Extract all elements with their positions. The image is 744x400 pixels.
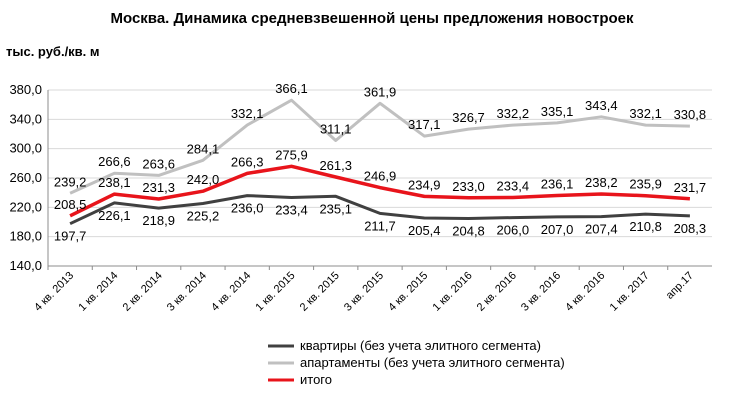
- x-tick-label: 2 кв. 2015: [298, 270, 342, 314]
- legend-label: апартаменты (без учета элитного сегмента…: [300, 355, 565, 370]
- data-label: 343,4: [585, 98, 618, 113]
- data-label: 332,1: [231, 106, 264, 121]
- x-tick-label: 4 кв. 2014: [209, 270, 253, 314]
- data-label: 317,1: [408, 117, 441, 132]
- y-tick-label: 340,0: [9, 111, 42, 126]
- series-lines: [69, 98, 691, 226]
- data-label: 238,2: [585, 175, 618, 190]
- data-label: 332,2: [497, 106, 530, 121]
- data-label: 210,8: [629, 219, 662, 234]
- legend-label: итого: [300, 372, 332, 387]
- data-label: 207,0: [541, 222, 574, 237]
- x-tick-label: 3 кв. 2014: [165, 270, 209, 314]
- data-label: 218,9: [142, 213, 175, 228]
- y-tick-label: 140,0: [9, 258, 42, 273]
- data-label: 231,3: [142, 180, 175, 195]
- series-line: [69, 164, 691, 218]
- data-label: 311,1: [320, 122, 352, 137]
- data-label: 211,7: [364, 218, 396, 233]
- x-tick-label: 4 кв. 2016: [563, 270, 607, 314]
- chart-title: Москва. Динамика средневзвешенной цены п…: [110, 10, 634, 27]
- data-label: 330,8: [674, 107, 707, 122]
- y-axis: 140,0 180,0 220,0 260,0 300,0 340,0 380,0: [9, 82, 49, 273]
- data-label: 225,2: [187, 209, 220, 224]
- data-label: 208,5: [54, 197, 87, 212]
- y-tick-label: 380,0: [9, 82, 42, 97]
- data-label: 233,0: [452, 179, 485, 194]
- data-label: 207,4: [585, 222, 618, 237]
- y-axis-unit: тыс. руб./кв. м: [6, 44, 100, 59]
- x-tick-label: 4 кв. 2015: [386, 270, 430, 314]
- data-label: 206,0: [497, 223, 530, 238]
- data-label: 236,0: [231, 201, 264, 216]
- data-label: 236,1: [541, 177, 574, 192]
- data-label: 238,1: [98, 175, 131, 190]
- data-label: 233,4: [275, 203, 308, 218]
- data-label: 208,3: [674, 221, 707, 236]
- data-label: 335,1: [541, 104, 574, 119]
- y-tick-label: 180,0: [9, 229, 42, 244]
- data-label: 197,7: [54, 229, 87, 244]
- legend-label: квартиры (без учета элитного сегмента): [300, 338, 541, 353]
- x-axis: 4 кв. 2013 1 кв. 2014 2 кв. 2014 3 кв. 2014…: [32, 265, 712, 314]
- data-label: 326,7: [452, 110, 485, 125]
- x-tick-label: 2 кв. 2014: [121, 270, 165, 314]
- data-label: 205,4: [408, 223, 441, 238]
- data-label: 226,1: [98, 208, 131, 223]
- data-label: 239,2: [54, 174, 87, 189]
- data-label: 231,7: [674, 180, 707, 195]
- data-label: 261,3: [319, 158, 352, 173]
- data-label: 266,3: [231, 154, 264, 169]
- y-tick-label: 260,0: [9, 170, 42, 185]
- data-label: 235,9: [629, 177, 662, 192]
- series-line: [69, 98, 690, 195]
- x-tick-label: 1 кв. 2014: [76, 270, 120, 314]
- y-tick-label: 220,0: [9, 199, 42, 214]
- data-label: 233,4: [497, 179, 530, 194]
- x-tick-label: апр.17: [664, 270, 696, 302]
- x-tick-label: 1 кв. 2017: [608, 270, 652, 314]
- data-labels: 197,7 226,1 218,9 225,2 236,0 233,4 235,1 211,7…: [54, 81, 706, 243]
- data-label: 366,1: [275, 81, 308, 96]
- data-label: 361,9: [364, 84, 397, 99]
- x-tick-label: 1 кв. 2016: [431, 270, 475, 314]
- x-tick-label: 2 кв. 2016: [475, 270, 519, 314]
- data-label: 332,1: [629, 106, 662, 121]
- data-label: 246,9: [364, 169, 397, 184]
- y-tick-label: 300,0: [9, 141, 42, 156]
- data-label: 284,1: [187, 141, 220, 156]
- data-label: 234,9: [408, 177, 441, 192]
- data-label: 235,1: [319, 201, 352, 216]
- data-label: 242,0: [187, 172, 220, 187]
- x-tick-label: 4 кв. 2013: [32, 270, 76, 314]
- x-tick-label: 3 кв. 2016: [519, 270, 563, 314]
- legend: квартиры (без учета элитного сегмента) ап…: [268, 338, 565, 387]
- series-line: [69, 194, 690, 226]
- x-tick-label: 3 кв. 2015: [342, 270, 386, 314]
- data-label: 204,8: [452, 223, 485, 238]
- x-tick-label: 1 кв. 2015: [253, 270, 297, 314]
- data-label: 275,9: [275, 147, 308, 162]
- data-label: 263,6: [142, 156, 175, 171]
- data-label: 266,6: [98, 154, 131, 169]
